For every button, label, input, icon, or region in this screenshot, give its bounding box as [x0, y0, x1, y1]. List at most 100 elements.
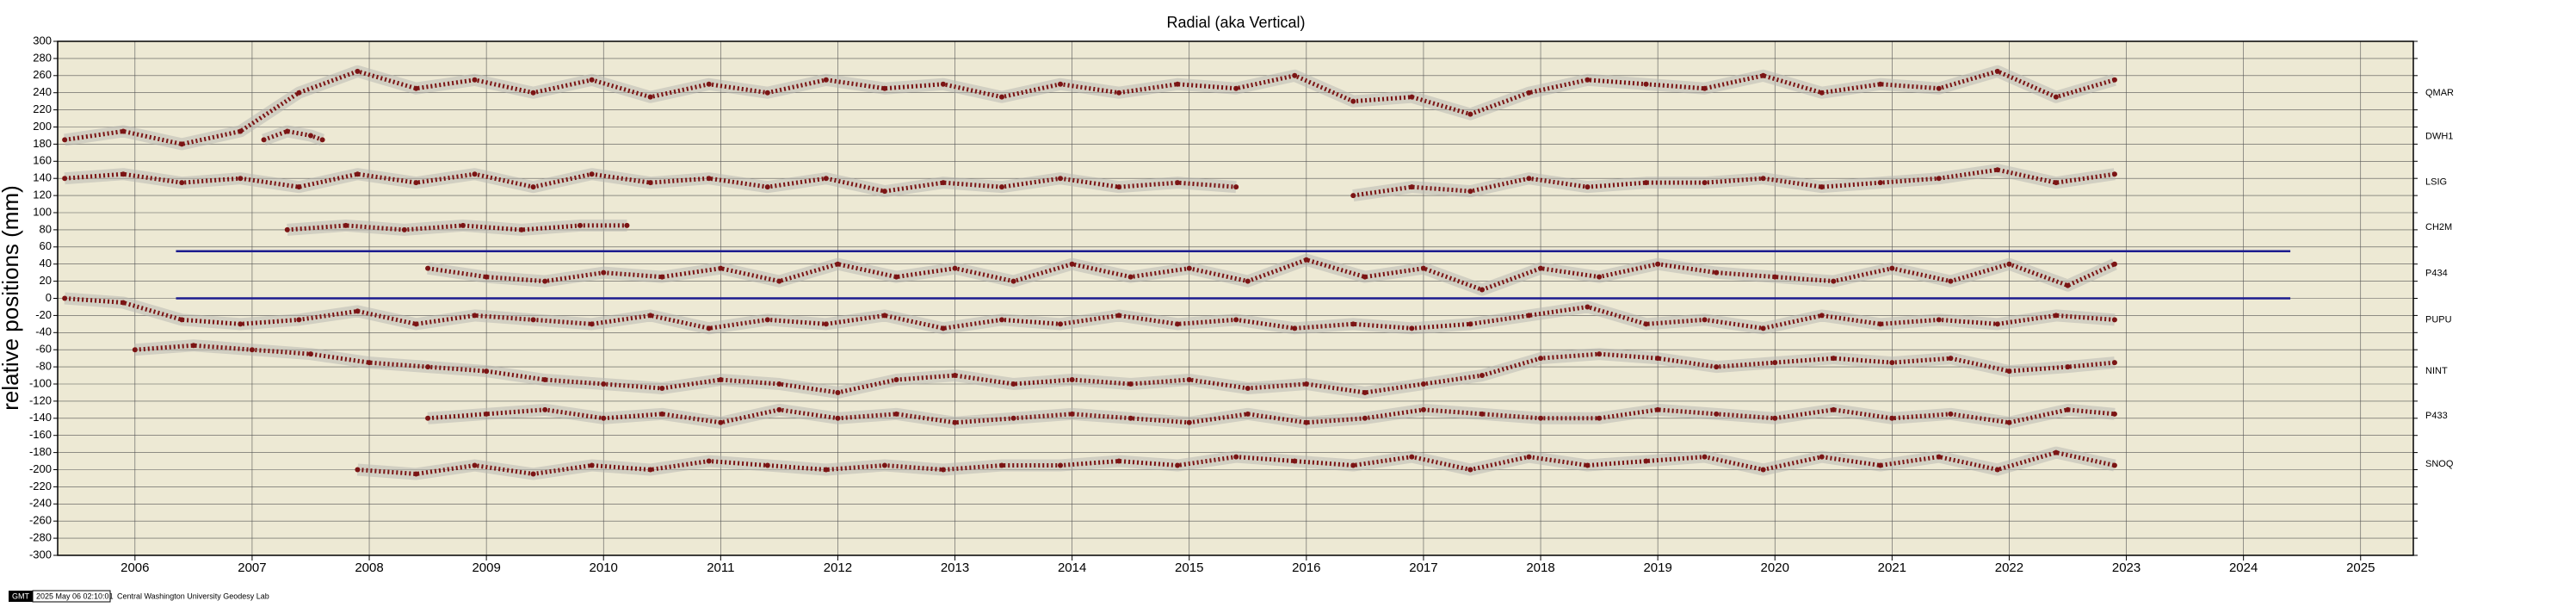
- data-point: [1069, 377, 1075, 383]
- data-point: [296, 90, 302, 96]
- data-point: [589, 462, 595, 468]
- data-point: [1303, 419, 1309, 425]
- data-point: [1643, 81, 1649, 87]
- data-point: [589, 321, 595, 327]
- y-tick-label: 100: [33, 205, 52, 218]
- data-point: [1714, 411, 1720, 417]
- x-tick-label: 2006: [120, 561, 149, 575]
- data-point: [2111, 171, 2117, 177]
- data-point: [1350, 321, 1356, 327]
- data-point: [1233, 317, 1239, 323]
- data-point: [718, 265, 724, 271]
- y-tick-label: -120: [29, 393, 52, 406]
- data-point: [1069, 261, 1075, 267]
- x-tick-label: 2008: [355, 561, 383, 575]
- data-point: [2111, 317, 2117, 323]
- data-point: [881, 85, 887, 91]
- station-label: DWH1: [2425, 132, 2453, 142]
- data-point: [238, 128, 244, 134]
- y-tick-label: -200: [29, 462, 52, 475]
- data-point: [893, 411, 899, 417]
- data-point: [1889, 360, 1895, 366]
- data-point: [1116, 184, 1122, 190]
- y-tick-label: -300: [29, 548, 52, 561]
- data-point: [1585, 462, 1591, 468]
- data-point: [296, 184, 302, 190]
- data-point: [998, 462, 1004, 468]
- x-tick-label: 2020: [1761, 561, 1789, 575]
- y-tick-label: -160: [29, 428, 52, 441]
- data-point: [952, 373, 958, 379]
- data-point: [425, 364, 431, 370]
- data-point: [2053, 94, 2059, 100]
- y-tick-label: 80: [40, 222, 52, 235]
- data-point: [1116, 313, 1122, 319]
- x-tick-label: 2017: [1409, 561, 1437, 575]
- data-point: [1948, 278, 1954, 284]
- data-point: [881, 313, 887, 319]
- data-point: [1245, 278, 1251, 284]
- data-point: [1760, 176, 1766, 182]
- data-point: [1597, 351, 1603, 357]
- data-point: [764, 184, 770, 190]
- data-point: [1994, 321, 2000, 327]
- data-point: [413, 85, 419, 91]
- data-point: [1819, 184, 1825, 190]
- x-tick-label: 2013: [941, 561, 969, 575]
- data-point: [1877, 462, 1883, 468]
- data-point: [1409, 184, 1415, 190]
- data-point: [1467, 467, 1473, 473]
- data-point: [1058, 462, 1064, 468]
- data-point: [998, 94, 1004, 100]
- x-tick-label: 2025: [2346, 561, 2375, 575]
- data-point: [355, 171, 361, 177]
- data-point: [542, 278, 548, 284]
- data-point: [413, 180, 419, 186]
- data-point: [1702, 454, 1708, 460]
- data-point: [1233, 454, 1239, 460]
- y-tick-label: -60: [35, 343, 52, 356]
- data-point: [542, 377, 548, 383]
- data-point: [1069, 411, 1075, 417]
- y-tick-label: -80: [35, 360, 52, 373]
- x-tick-label: 2010: [590, 561, 618, 575]
- data-point: [1538, 356, 1544, 362]
- data-point: [1010, 278, 1016, 284]
- data-point: [589, 171, 595, 177]
- data-point: [1819, 313, 1825, 319]
- data-point: [542, 406, 548, 412]
- data-point: [530, 90, 536, 96]
- y-tick-label: 200: [33, 120, 52, 133]
- data-point: [120, 300, 127, 306]
- data-point: [484, 411, 490, 417]
- data-point: [1350, 462, 1356, 468]
- data-point: [578, 222, 584, 228]
- footer-badge-box: [9, 591, 33, 602]
- y-tick-label: -140: [29, 411, 52, 424]
- data-point: [718, 419, 724, 425]
- data-point: [1116, 90, 1122, 96]
- data-point: [355, 68, 361, 74]
- data-point: [647, 467, 653, 473]
- data-point: [1010, 381, 1016, 387]
- data-point: [530, 471, 536, 477]
- data-point: [1362, 415, 1368, 421]
- data-point: [1526, 176, 1532, 182]
- data-point: [1936, 176, 1942, 182]
- x-tick-label: 2023: [2112, 561, 2140, 575]
- x-tick-label: 2021: [1878, 561, 1906, 575]
- data-point: [1948, 356, 1954, 362]
- series-trace: [64, 296, 2116, 331]
- station-label: CH2M: [2425, 222, 2452, 232]
- data-point: [1186, 377, 1192, 383]
- data-point: [1175, 321, 1181, 327]
- data-point: [706, 458, 712, 464]
- data-point: [823, 321, 829, 327]
- data-point: [530, 317, 536, 323]
- y-tick-label: -280: [29, 531, 52, 544]
- data-point: [425, 265, 431, 271]
- y-tick-label: 40: [40, 257, 52, 269]
- data-point: [1526, 313, 1532, 319]
- series-band: [262, 125, 324, 146]
- data-point: [1655, 261, 1661, 267]
